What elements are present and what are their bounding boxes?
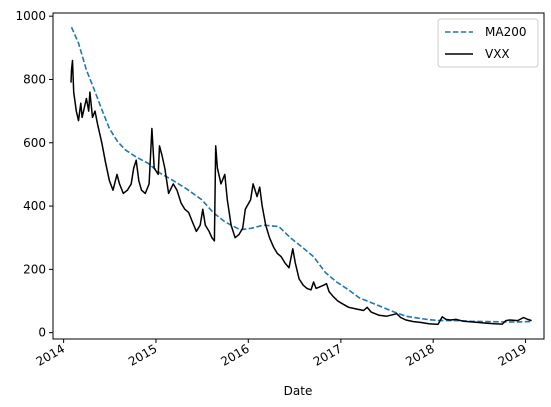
y-tick-label: 1000 <box>15 9 46 23</box>
legend: MA200 VXX <box>437 18 539 68</box>
y-tick-label: 400 <box>23 199 46 213</box>
series-line-ma200 <box>70 26 531 323</box>
x-axis-label: Date <box>284 384 313 398</box>
series-layer <box>70 26 532 326</box>
y-tick-label: 0 <box>38 326 46 340</box>
legend-box <box>437 18 539 68</box>
y-tick-label: 200 <box>23 262 46 276</box>
y-axis: 0 200 400 600 800 1000 <box>15 9 53 340</box>
y-tick-label: 800 <box>23 72 46 86</box>
series-line-vxx <box>70 59 532 326</box>
y-tick-label: 600 <box>23 136 46 150</box>
plot-area <box>70 26 532 326</box>
legend-label-vxx: VXX <box>485 47 510 61</box>
legend-label-ma200: MA200 <box>485 25 526 39</box>
plot-frame <box>52 12 545 340</box>
